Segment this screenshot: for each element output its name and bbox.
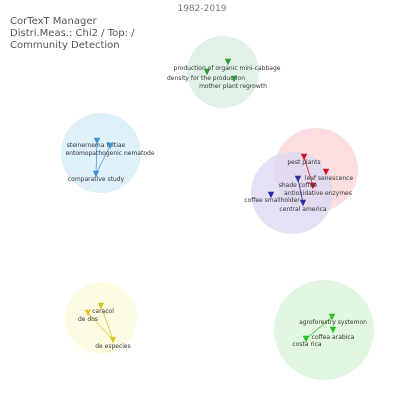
node-density-label: density for the production (167, 75, 245, 82)
edge-shade-coffee-central-america (297, 178, 304, 204)
node-agroforestry-systems-marker[interactable] (328, 313, 336, 321)
period-label: 1982-2019 (177, 4, 227, 14)
edge-caracol-de-especies (100, 305, 114, 341)
edge-steinernema-comparative (95, 140, 98, 175)
node-de-dos-label: de dos (78, 316, 98, 323)
node-agroforestry-systems-label: agroforestry systemon (299, 319, 367, 326)
node-leaf-senescence-label: leaf senescence (305, 175, 354, 182)
node-costa-rica-label: costa rica (292, 341, 321, 348)
node-de-especies-marker[interactable] (109, 336, 117, 344)
edge-entomopath-comparative (95, 145, 111, 175)
node-antioxidative-label: antioxidative enzymes (284, 190, 352, 197)
node-caracol-marker[interactable] (97, 302, 105, 310)
cluster-coffee-shade-circle (251, 152, 333, 234)
cluster-nematode-circle (61, 113, 141, 193)
edge-agroforestry-systems-costa-rica (305, 316, 333, 340)
node-caracol-label: caracol (92, 308, 114, 315)
node-central-america-marker[interactable] (299, 199, 307, 207)
node-pest-plants-marker[interactable] (300, 153, 308, 161)
node-prod-organic-marker[interactable] (224, 58, 232, 66)
node-smallholder-marker[interactable] (267, 191, 275, 199)
node-pest-plants-label: pest plants (287, 159, 320, 166)
edge-pest-plants-antioxidative (303, 156, 314, 187)
app-title: CorTexT Manager (10, 16, 97, 27)
detection-mode: Community Detection (10, 40, 120, 51)
node-smallholder-label: coffee smallholder (244, 197, 300, 204)
node-shade-coffee-label: shade coffee (279, 182, 318, 189)
node-entomopath-marker[interactable] (106, 142, 114, 150)
cluster-cabbage-circle (187, 36, 259, 108)
node-central-america-label: central america (279, 206, 327, 213)
cluster-agroforestry-circle (274, 280, 374, 380)
node-density-marker[interactable] (203, 68, 211, 76)
node-comparative-marker[interactable] (92, 170, 100, 178)
node-de-especies-label: de especies (95, 343, 131, 350)
node-antioxidative-marker[interactable] (309, 182, 317, 190)
node-de-dos-marker[interactable] (84, 309, 92, 317)
node-costa-rica-marker[interactable] (302, 335, 310, 343)
node-mother-plant-marker[interactable] (230, 75, 238, 83)
node-shade-coffee-marker[interactable] (294, 175, 302, 183)
node-steinernema-marker[interactable] (93, 137, 101, 145)
node-coffea-arabica-marker[interactable] (329, 326, 337, 334)
node-coffea-arabica-label: coffea arabica (312, 334, 355, 341)
cluster-species-circle (65, 282, 137, 354)
node-steinernema-label: steinernema feltiae (67, 142, 126, 149)
node-mother-plant-label: mother plant regrowth (199, 83, 267, 90)
edge-de-dos-de-especies (87, 312, 114, 341)
node-leaf-senescence-marker[interactable] (322, 168, 330, 176)
measure-params: Distri.Meas.: Chi2 / Top: / (10, 28, 135, 39)
node-entomopath-label: entomopathogenic nematode (65, 150, 154, 157)
node-comparative-label: comparative study (68, 176, 125, 183)
node-prod-organic-label: production of organic mini-cabbage (174, 65, 281, 72)
